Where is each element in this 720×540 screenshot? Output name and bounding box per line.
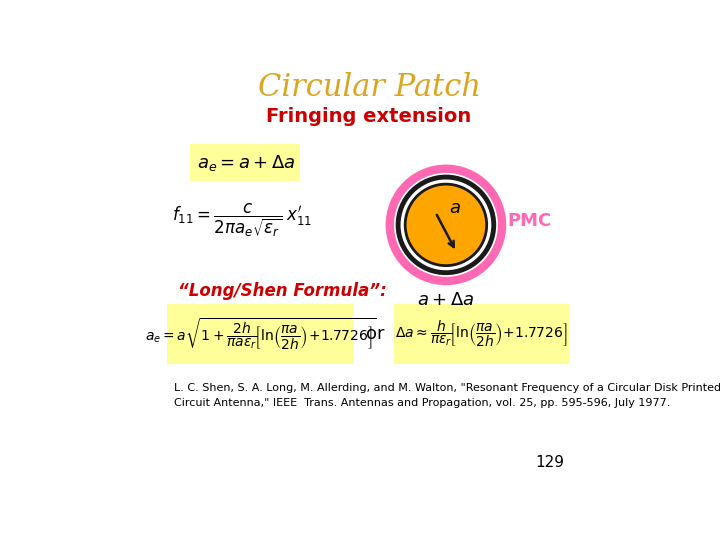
Text: $a$: $a$ <box>449 199 461 217</box>
Text: “Long/Shen Formula”:: “Long/Shen Formula”: <box>178 282 387 300</box>
Circle shape <box>398 177 494 273</box>
Text: 129: 129 <box>536 455 564 470</box>
Circle shape <box>390 168 502 281</box>
Text: $\Delta a \approx \dfrac{h}{\pi\varepsilon_r}\!\left[\ln\!\left(\dfrac{\pi a}{2h: $\Delta a \approx \dfrac{h}{\pi\varepsil… <box>395 319 567 349</box>
Text: Circular Patch: Circular Patch <box>258 72 480 103</box>
Text: $a_e = a\sqrt{1 + \dfrac{2h}{\pi a\varepsilon_r}\!\left[\ln\!\left(\dfrac{\pi a}: $a_e = a\sqrt{1 + \dfrac{2h}{\pi a\varep… <box>145 316 377 352</box>
Text: PMC: PMC <box>507 212 552 230</box>
Text: Fringing extension: Fringing extension <box>266 107 472 126</box>
FancyBboxPatch shape <box>167 304 354 364</box>
FancyBboxPatch shape <box>394 304 569 364</box>
Text: $a + \Delta a$: $a + \Delta a$ <box>418 291 474 309</box>
Circle shape <box>405 184 487 266</box>
FancyBboxPatch shape <box>190 144 300 181</box>
Text: or: or <box>366 325 384 343</box>
Text: L. C. Shen, S. A. Long, M. Allerding, and M. Walton, "Resonant Frequency of a Ci: L. C. Shen, S. A. Long, M. Allerding, an… <box>174 383 720 408</box>
Text: $f_{11} = \dfrac{c}{2\pi a_e \sqrt{\varepsilon_r}}\; x_{11}^{\prime}$: $f_{11} = \dfrac{c}{2\pi a_e \sqrt{\vare… <box>172 202 312 239</box>
Text: $a_e = a + \Delta a$: $a_e = a + \Delta a$ <box>197 152 296 172</box>
